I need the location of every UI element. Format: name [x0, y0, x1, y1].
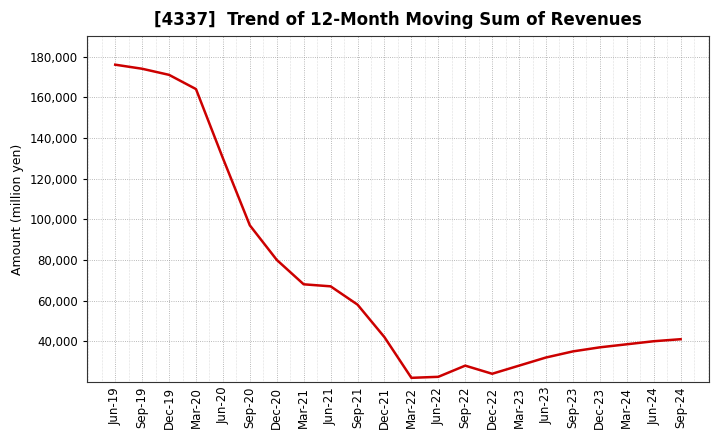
Y-axis label: Amount (million yen): Amount (million yen)	[11, 143, 24, 275]
Title: [4337]  Trend of 12-Month Moving Sum of Revenues: [4337] Trend of 12-Month Moving Sum of R…	[154, 11, 642, 29]
